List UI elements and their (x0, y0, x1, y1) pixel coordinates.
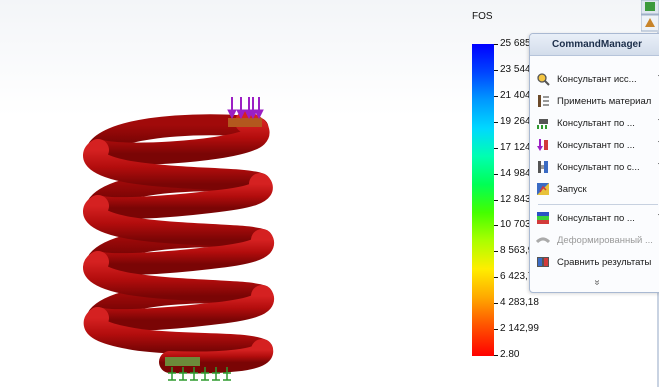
material-list-icon (536, 94, 550, 108)
legend-color-bar (472, 44, 494, 356)
cm-item-label: Запуск (557, 184, 587, 195)
legend-tick-mark (494, 355, 498, 356)
legend-tick-label: 2.80 (500, 349, 519, 360)
legend-tick-mark (494, 148, 498, 149)
cm-item-loads-advisor[interactable]: Консультант по ... (536, 136, 659, 154)
legend-tick-label: 19 264 (500, 116, 531, 127)
legend-tick-label: 12 843 (500, 194, 531, 205)
cm-item-deformed-result[interactable]: Деформированный ... (536, 231, 659, 249)
cm-item-label: Консультант по ... (557, 118, 635, 129)
legend-tick-mark (494, 200, 498, 201)
task-pane-tabs[interactable] (641, 0, 659, 32)
legend-tick-mark (494, 251, 498, 252)
legend-tick-mark (494, 174, 498, 175)
legend-tick-mark (494, 44, 498, 45)
legend-tick-label: 10 703 (500, 219, 531, 230)
legend-title: FOS (472, 11, 493, 22)
cm-item-results-advisor[interactable]: Консультант по ... (536, 209, 659, 227)
legend-tick-label: 17 124 (500, 142, 531, 153)
cm-item-connections-advisor[interactable]: Консультант по с... (536, 158, 659, 176)
legend-tick-label: 14 984 (500, 168, 531, 179)
compare-results-icon (536, 255, 550, 269)
cm-item-label: Деформированный ... (557, 235, 653, 246)
bottom-end-face (165, 357, 200, 366)
cm-item-compare-results[interactable]: Сравнить результаты (536, 253, 659, 271)
deformed-result-icon (536, 233, 550, 247)
legend-tick-label: 23 544 (500, 64, 531, 75)
external-load-icon (536, 138, 550, 152)
legend-tick-label: 4 283,18 (500, 297, 539, 308)
cm-item-study-advisor[interactable]: Консультант исс... (536, 70, 659, 88)
cm-item-label: Консультант по ... (557, 140, 635, 151)
legend-tick-mark (494, 303, 498, 304)
legend-tick-mark (494, 225, 498, 226)
legend-tick-label: 25 685 (500, 38, 531, 49)
cm-item-label: Консультант исс... (557, 74, 637, 85)
connections-icon (536, 160, 550, 174)
cm-item-label: Консультант по с... (557, 162, 640, 173)
spring-coils (94, 122, 263, 363)
results-icon (536, 211, 550, 225)
legend-tick-mark (494, 96, 498, 97)
cm-separator (538, 204, 658, 205)
task-pane-tab-icon-1 (645, 2, 655, 11)
top-end-face (228, 118, 262, 127)
expand-menu-chevron-icon[interactable]: » (591, 280, 602, 286)
command-manager-panel: CommandManager Консультант исс... Примен… (529, 33, 659, 293)
cm-item-label: Консультант по ... (557, 213, 635, 224)
legend-tick-label: 2 142,99 (500, 323, 539, 334)
legend-tick-mark (494, 329, 498, 330)
run-icon (536, 182, 550, 196)
cm-item-run[interactable]: Запуск (536, 180, 659, 198)
cm-item-fixtures-advisor[interactable]: Консультант по ... (536, 114, 659, 132)
cm-item-label: Сравнить результаты (557, 257, 651, 268)
legend-tick-mark (494, 70, 498, 71)
legend-tick-mark (494, 277, 498, 278)
magnifier-icon (536, 72, 550, 86)
cm-item-apply-material[interactable]: Применить материал (536, 92, 659, 110)
fixture-icon (536, 116, 550, 130)
cm-item-label: Применить материал (557, 96, 651, 107)
legend-tick-mark (494, 122, 498, 123)
legend-tick-label: 21 404 (500, 90, 531, 101)
command-manager-title: CommandManager (530, 34, 659, 56)
